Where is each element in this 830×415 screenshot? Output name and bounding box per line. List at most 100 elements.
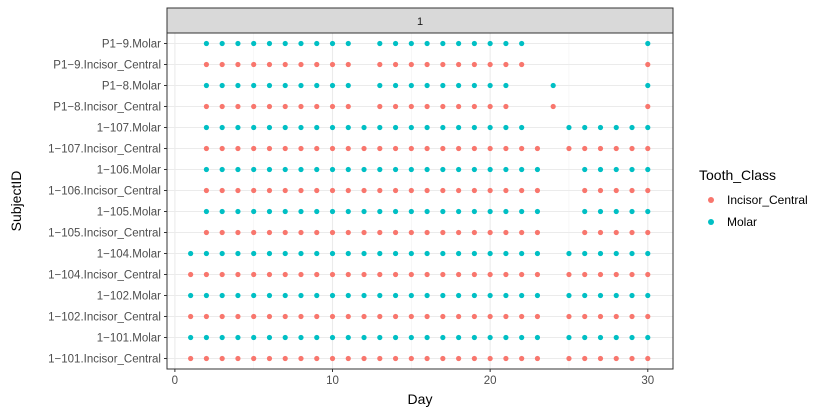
data-point [235,313,241,320]
data-point [282,250,288,257]
data-point [597,187,604,194]
data-point [503,334,509,341]
data-point [298,103,304,110]
data-point [235,355,241,362]
data-point [645,166,651,173]
data-point [314,103,320,110]
data-point [613,229,619,236]
data-point [597,250,604,257]
data-point [282,187,288,194]
data-point [487,208,493,215]
data-point [235,82,241,89]
data-point [345,334,351,341]
data-point [440,334,446,341]
data-point [629,250,635,257]
data-point [266,103,273,110]
data-point [219,61,225,68]
data-point [424,103,430,110]
data-point [566,292,572,299]
data-point [487,166,493,173]
data-point [329,271,336,278]
data-point [377,313,383,320]
data-point [645,229,651,236]
y-tick-label: 1−107.Molar [97,123,161,135]
data-point [566,250,572,257]
data-point [219,187,225,194]
legend-items: Incisor_Central Molar [708,193,808,229]
series-molar [188,40,651,341]
data-point [298,292,304,299]
data-point [282,40,288,47]
data-point [251,250,257,257]
data-point [314,166,320,173]
data-point [645,124,651,131]
data-point [314,355,320,362]
data-point [235,40,241,47]
data-point [235,187,241,194]
data-point [487,250,493,257]
data-point [251,103,257,110]
data-point [408,313,414,320]
data-point [550,103,556,110]
data-point [377,145,383,152]
data-point [282,334,288,341]
data-point [408,103,414,110]
data-point [456,187,462,194]
data-point [440,229,446,236]
data-point [408,355,414,362]
data-point [329,334,336,341]
data-point [329,313,336,320]
data-point [582,145,588,152]
data-point [203,40,210,47]
data-point [345,187,351,194]
data-point [566,145,572,152]
data-point [251,61,257,68]
data-point [440,166,446,173]
data-point [456,208,462,215]
data-point [613,145,619,152]
x-tick-label: 30 [641,375,654,387]
data-point [519,250,525,257]
data-point [487,124,493,131]
data-points [188,40,651,362]
data-point [298,124,304,131]
data-point [582,187,588,194]
data-point [345,250,351,257]
data-point [408,229,414,236]
data-point [251,82,257,89]
data-point [645,313,651,320]
data-point [629,355,635,362]
data-point [377,166,383,173]
data-point [219,250,225,257]
data-point [645,82,651,89]
data-point [471,334,477,341]
data-point [613,166,619,173]
legend-title: Tooth_Class [699,167,776,183]
data-point [456,166,462,173]
data-point [487,40,493,47]
data-point [314,229,320,236]
data-point [298,208,304,215]
data-point [456,229,462,236]
data-point [582,124,588,131]
data-point [471,82,477,89]
data-point [298,229,304,236]
data-point [408,124,414,131]
data-point [392,313,399,320]
data-point [251,145,257,152]
data-point [282,103,288,110]
data-point [645,292,651,299]
data-point [645,355,651,362]
facet-strip [166,7,674,34]
data-point [203,103,210,110]
data-point [392,40,399,47]
data-point [582,166,588,173]
data-point [266,334,273,341]
data-point [361,292,367,299]
data-point [203,187,210,194]
data-point [282,355,288,362]
data-point [487,334,493,341]
data-point [440,124,446,131]
data-point [503,61,509,68]
data-point [408,334,414,341]
